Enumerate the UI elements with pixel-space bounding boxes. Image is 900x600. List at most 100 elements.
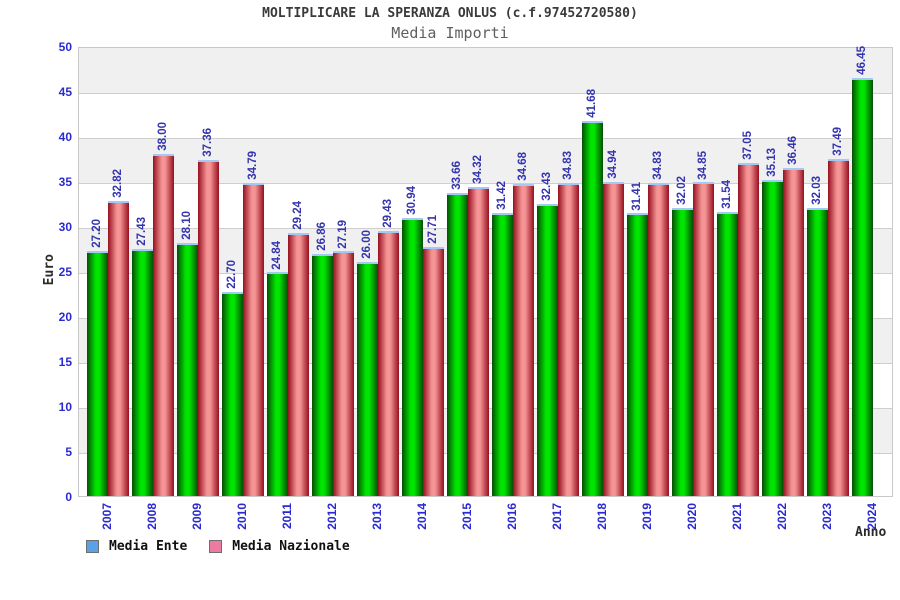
bar-value-label: 27.20 (91, 219, 103, 249)
bar-media-ente-2023 (806, 207, 828, 496)
bar-value-label: 34.83 (652, 150, 664, 180)
bar-media-nazionale-2009 (197, 159, 219, 496)
x-tick-label: 2021 (729, 503, 744, 530)
bar-value-label: 34.32 (472, 155, 484, 185)
gridline (79, 138, 892, 139)
bar-value-label: 31.42 (496, 181, 508, 211)
plot-area: 27.20 27.43 28.10 22.70 24.84 26.86 26.00 30.94… (78, 46, 893, 497)
x-tick-label: 2008 (144, 503, 159, 530)
bar-media-ente-2007 (86, 251, 108, 496)
bar-media-ente-2018 (581, 120, 603, 496)
y-tick-label: 45 (58, 85, 72, 99)
bar-value-label: 26.86 (316, 222, 328, 252)
x-tick-label: 2015 (459, 503, 474, 530)
x-tick-label: 2020 (684, 503, 699, 530)
bar-value-label: 34.79 (247, 151, 259, 180)
bar-media-ente-2019 (626, 213, 648, 496)
bar-value-label: 26.00 (361, 230, 373, 259)
bar-value-label: 24.84 (271, 240, 283, 270)
y-tick-label: 15 (58, 355, 72, 369)
bar-value-label: 37.05 (742, 130, 754, 160)
bar-value-label: 27.71 (427, 214, 439, 244)
bar-media-ente-2016 (491, 213, 513, 496)
bar-value-label: 30.94 (406, 185, 418, 215)
bar-value-label: 34.85 (697, 150, 709, 180)
legend-item-media-nazionale: Media Nazionale (209, 539, 350, 554)
x-tick-label: 2012 (324, 503, 339, 530)
y-tick-label: 30 (58, 220, 72, 234)
bar-value-label: 41.68 (586, 89, 598, 118)
x-tick-label: 2018 (594, 503, 609, 530)
bar-value-label: 32.02 (676, 176, 688, 205)
x-tick-label: 2023 (819, 503, 834, 530)
bar-media-nazionale-2021 (737, 162, 759, 496)
bar-value-label: 37.49 (832, 126, 844, 156)
x-tick-label: 2009 (189, 503, 204, 530)
bar-media-nazionale-2019 (647, 182, 669, 496)
y-tick-label: 50 (58, 40, 72, 54)
bar-value-label: 28.10 (181, 211, 193, 241)
bar-media-nazionale-2012 (332, 251, 354, 496)
gridline (79, 93, 892, 94)
bar-value-label: 32.82 (112, 168, 124, 198)
bar-value-label: 35.13 (766, 148, 778, 177)
bar-media-ente-2011 (266, 272, 288, 496)
bar-media-ente-2021 (716, 212, 738, 496)
bar-value-label: 46.45 (856, 46, 868, 75)
bar-media-nazionale-2023 (827, 158, 849, 496)
bar-value-label: 37.36 (202, 127, 214, 157)
legend: Media Ente Media Nazionale (86, 539, 350, 554)
bar-media-ente-2015 (446, 193, 468, 496)
bar-media-nazionale-2008 (152, 154, 174, 496)
bar-media-nazionale-2018 (602, 181, 624, 496)
bar-media-nazionale-2010 (242, 182, 264, 496)
x-axis-ticks: 2007 2008 2009 2010 2011 2012 2013 2014 2015 2016… (78, 503, 893, 543)
y-axis-title: Euro (42, 254, 57, 286)
bar-media-nazionale-2007 (107, 200, 129, 496)
bar-value-label: 34.68 (517, 152, 529, 181)
legend-item-media-ente: Media Ente (86, 539, 187, 554)
y-tick-label: 25 (58, 265, 72, 279)
y-tick-label: 5 (65, 445, 72, 459)
bar-media-ente-2020 (671, 207, 693, 496)
bar-value-label: 34.94 (607, 149, 619, 179)
bar-media-nazionale-2017 (557, 182, 579, 496)
bar-value-label: 33.66 (451, 161, 463, 191)
x-tick-label: 2010 (234, 503, 249, 530)
gridline (79, 183, 892, 184)
bar-value-label: 32.43 (541, 172, 553, 202)
x-tick-label: 2019 (639, 503, 654, 530)
bar-media-nazionale-2013 (377, 231, 399, 496)
x-tick-label: 2016 (504, 503, 519, 530)
bar-media-ente-2013 (356, 262, 378, 496)
bar-media-ente-2024 (851, 77, 873, 496)
x-tick-label: 2013 (369, 503, 384, 530)
bar-media-nazionale-2015 (467, 187, 489, 496)
bar-media-ente-2022 (761, 179, 783, 496)
bar-value-label: 27.19 (337, 219, 349, 249)
bar-value-label: 29.43 (382, 199, 394, 229)
legend-swatch-media-nazionale-icon (209, 540, 223, 553)
bar-value-label: 22.70 (226, 259, 238, 289)
bar-value-label: 38.00 (157, 122, 169, 151)
y-tick-label: 0 (65, 490, 72, 504)
bar-value-label: 31.54 (721, 180, 733, 210)
bar-media-ente-2014 (401, 217, 423, 496)
bar-value-label: 31.41 (631, 181, 643, 211)
bar-value-label: 34.83 (562, 150, 574, 180)
x-tick-label: 2011 (279, 503, 294, 530)
bar-media-nazionale-2020 (692, 182, 714, 496)
bar-media-ente-2008 (131, 249, 153, 496)
legend-swatch-media-ente-icon (86, 540, 99, 553)
bar-media-nazionale-2011 (287, 232, 309, 496)
legend-label-media-ente: Media Ente (109, 539, 188, 554)
bar-value-label: 32.03 (811, 175, 823, 205)
bar-media-nazionale-2022 (782, 167, 804, 496)
y-tick-label: 20 (58, 310, 72, 324)
bar-value-label: 27.43 (136, 217, 148, 247)
legend-label-media-nazionale: Media Nazionale (232, 539, 350, 554)
bar-media-ente-2017 (536, 204, 558, 496)
bar-media-ente-2009 (176, 243, 198, 496)
bar-media-ente-2012 (311, 254, 333, 496)
